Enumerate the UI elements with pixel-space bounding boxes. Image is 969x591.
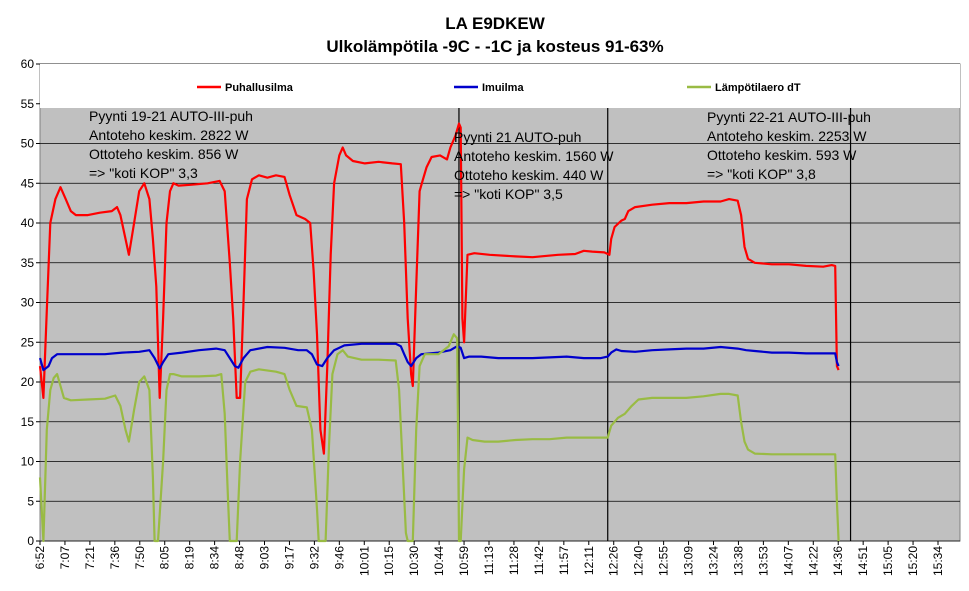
annotation-line: => "koti KOP" 3,8 bbox=[707, 166, 816, 182]
y-axis: 0 5 10 15 20 25 30 35 40 45 50 55 60 bbox=[21, 57, 40, 548]
x-tick-label: 9:46 bbox=[332, 546, 346, 570]
series-layer bbox=[38, 122, 840, 543]
x-tick-label: 7:50 bbox=[133, 546, 147, 570]
annotation-line: Pyynti 21 AUTO-puh bbox=[454, 129, 581, 145]
chart-title: LA E9DKEW bbox=[445, 14, 545, 33]
x-tick-label: 12:55 bbox=[657, 546, 671, 576]
x-tick-label: 9:03 bbox=[258, 546, 272, 570]
x-tick-label: 11:42 bbox=[532, 546, 546, 575]
y-tick-label: 50 bbox=[21, 137, 35, 151]
x-tick-label: 10:30 bbox=[407, 546, 421, 576]
x-tick-label: 15:34 bbox=[931, 546, 945, 576]
x-tick-label: 15:20 bbox=[906, 546, 920, 576]
y-tick-label: 10 bbox=[21, 455, 35, 469]
x-tick-label: 12:40 bbox=[632, 546, 646, 576]
x-tick-label: 14:07 bbox=[781, 546, 795, 576]
annotation-line: Pyynti 19-21 AUTO-III-puh bbox=[89, 108, 253, 124]
y-tick-label: 40 bbox=[21, 216, 35, 230]
x-tick-label: 11:13 bbox=[482, 546, 496, 575]
x-tick-label: 8:19 bbox=[183, 546, 197, 570]
x-tick-label: 13:24 bbox=[707, 546, 721, 576]
annotation-line: Ottoteho keskim. 593 W bbox=[707, 147, 857, 163]
legend: Puhallusilma Imuilma Lämpötilaero dT bbox=[197, 82, 801, 94]
x-axis: 6:52 7:07 7:21 7:36 7:50 8:05 8:19 8:34 8:48 9:03… bbox=[33, 541, 945, 576]
x-tick-label: 7:21 bbox=[83, 546, 97, 570]
y-tick-label: 25 bbox=[21, 335, 35, 349]
x-tick-label: 13:09 bbox=[682, 546, 696, 576]
x-tick-label: 7:36 bbox=[108, 546, 122, 570]
y-tick-label: 35 bbox=[21, 256, 35, 270]
x-tick-label: 10:59 bbox=[457, 546, 471, 576]
annotation-line: => "koti KOP" 3,5 bbox=[454, 186, 563, 202]
x-tick-label: 14:51 bbox=[856, 546, 870, 576]
annotation-line: Antoteho keskim. 1560 W bbox=[454, 148, 614, 164]
y-tick-label: 55 bbox=[21, 97, 35, 111]
annotation-line: Antoteho keskim. 2822 W bbox=[89, 127, 249, 143]
x-tick-label: 6:52 bbox=[33, 546, 47, 570]
x-tick-label: 13:38 bbox=[731, 546, 745, 576]
x-tick-label: 14:22 bbox=[806, 546, 820, 576]
legend-label: Puhallusilma bbox=[225, 82, 294, 94]
x-tick-label: 11:28 bbox=[507, 546, 521, 575]
y-tick-label: 20 bbox=[21, 375, 35, 389]
annotation-line: Ottoteho keskim. 856 W bbox=[89, 146, 239, 162]
x-tick-label: 9:17 bbox=[282, 546, 296, 570]
x-tick-label: 15:05 bbox=[881, 546, 895, 576]
annotation-line: Pyynti 22-21 AUTO-III-puh bbox=[707, 109, 871, 125]
annotation-layer: Pyynti 19-21 AUTO-III-puh Antoteho keskim… bbox=[89, 108, 871, 202]
y-tick-label: 45 bbox=[21, 176, 35, 190]
x-tick-label: 11:57 bbox=[557, 546, 571, 575]
chart-subtitle: Ulkolämpötila -9C - -1C ja kosteus 91-63… bbox=[326, 37, 663, 56]
x-tick-label: 8:48 bbox=[233, 546, 247, 570]
annotation-line: Ottoteho keskim. 440 W bbox=[454, 167, 604, 183]
x-tick-label: 10:15 bbox=[382, 546, 396, 576]
y-tick-label: 5 bbox=[27, 494, 34, 508]
y-tick-label: 0 bbox=[27, 534, 34, 548]
x-tick-label: 10:01 bbox=[357, 546, 371, 576]
legend-label: Imuilma bbox=[482, 82, 524, 94]
x-tick-label: 8:05 bbox=[158, 546, 172, 570]
x-tick-label: 10:44 bbox=[432, 546, 446, 576]
annotation-line: => "koti KOP" 3,3 bbox=[89, 165, 198, 181]
y-tick-label: 60 bbox=[21, 57, 35, 71]
legend-box bbox=[40, 64, 960, 108]
y-tick-label: 30 bbox=[21, 296, 35, 310]
series-line-3 bbox=[38, 333, 840, 543]
annotation-line: Antoteho keskim. 2253 W bbox=[707, 128, 867, 144]
x-tick-label: 9:32 bbox=[307, 546, 321, 570]
series-line-1 bbox=[38, 122, 840, 455]
x-tick-label: 7:07 bbox=[58, 546, 72, 570]
series-line-2 bbox=[38, 342, 840, 372]
x-tick-label: 14:36 bbox=[831, 546, 845, 576]
x-tick-label: 8:34 bbox=[208, 546, 222, 570]
x-tick-label: 12:26 bbox=[607, 546, 621, 576]
x-tick-label: 12:11 bbox=[582, 546, 596, 575]
x-tick-label: 13:53 bbox=[756, 546, 770, 576]
legend-label: Lämpötilaero dT bbox=[715, 82, 801, 94]
y-tick-label: 15 bbox=[21, 415, 35, 429]
